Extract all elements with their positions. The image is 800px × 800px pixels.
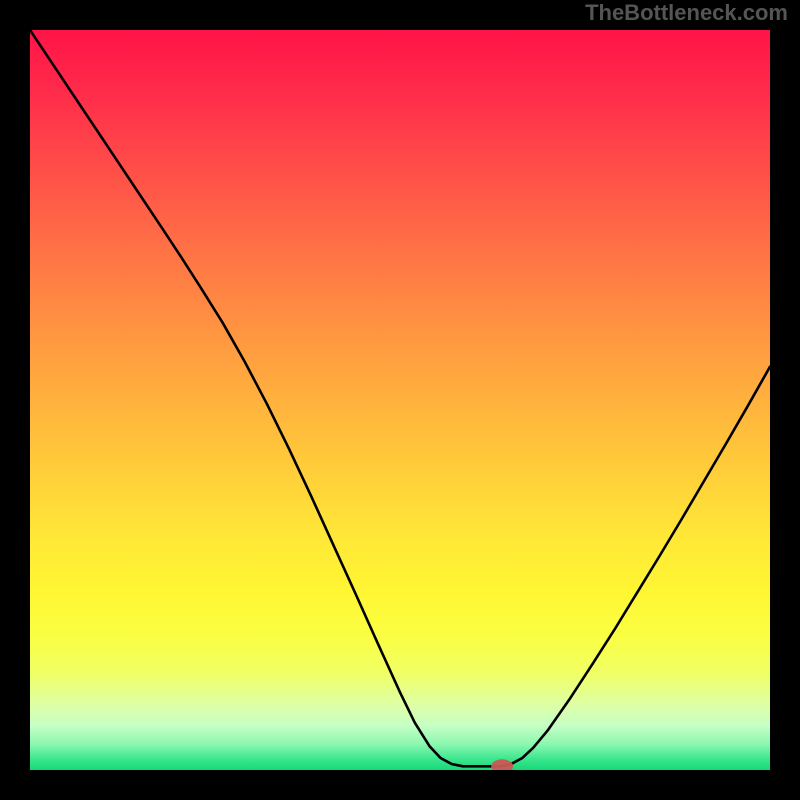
gradient-background: [30, 30, 770, 770]
chart-svg: [30, 30, 770, 770]
chart-frame: TheBottleneck.com: [0, 0, 800, 800]
watermark-text: TheBottleneck.com: [585, 0, 788, 26]
plot-area: [30, 30, 770, 770]
